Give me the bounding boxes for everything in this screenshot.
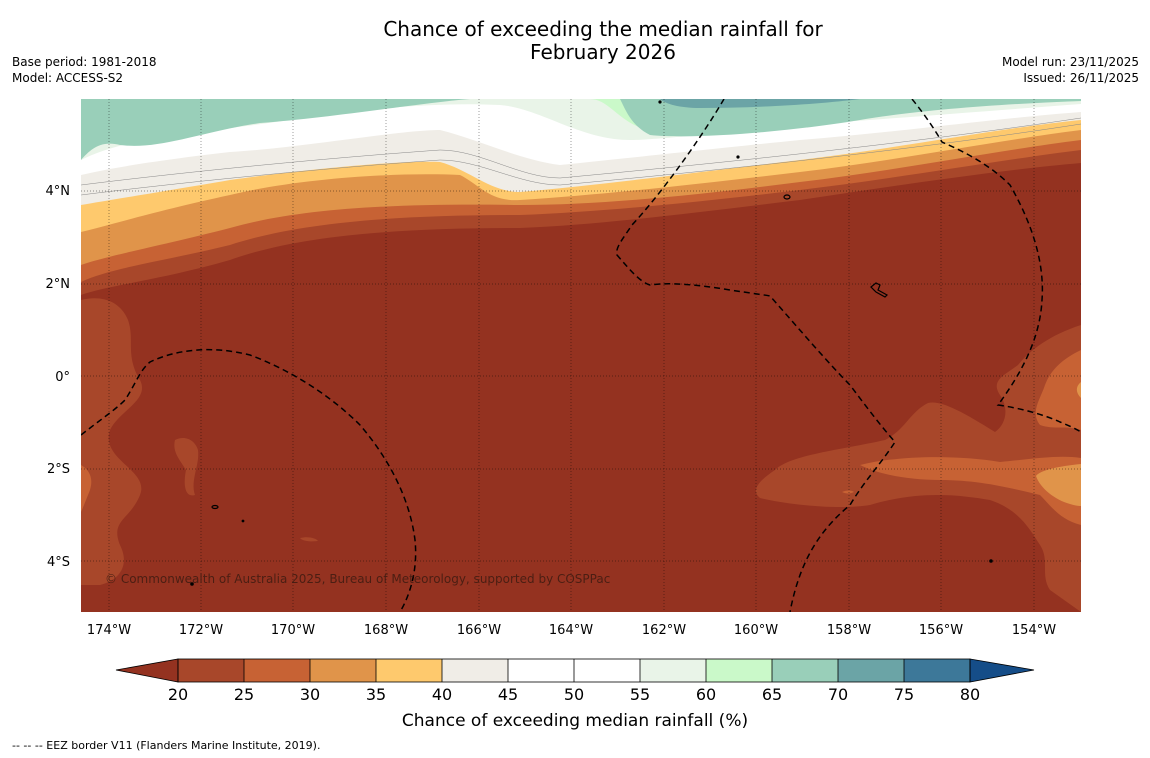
zone-25-30-east-c [842,490,854,494]
zone-30-35-east [1036,464,1081,506]
lon-label: 154°W [1012,623,1056,638]
colorbar-swatch [442,659,508,682]
island-b [870,282,888,298]
eez-border-east [911,99,1081,433]
lon-label: 172°W [179,623,223,638]
lon-label: 170°W [271,623,315,638]
eez-borders [81,99,1081,612]
lat-label: 4°N [46,184,71,199]
colorbar-swatch [574,659,640,682]
colorbar-tick-label: 25 [234,685,254,704]
colorbar-tick-label: 30 [300,685,320,704]
colorbar-swatch [178,659,244,682]
colorbar-swatch [838,659,904,682]
colorbar-swatch [508,659,574,682]
zone-25-30-east-b [860,456,1081,525]
lat-label: 2°N [46,277,71,292]
lon-label: 162°W [642,623,686,638]
eez-border-central [615,99,896,612]
copyright-notice: © Commonwealth of Australia 2025, Bureau… [105,572,610,586]
island-a [783,194,791,200]
colorbar: 20 25 30 35 40 45 50 55 60 65 70 75 80 C… [115,658,1035,731]
colorbar-tick-label: 20 [168,685,188,704]
issued-date: Issued: 26/11/2025 [1023,71,1139,85]
island-h [241,519,245,523]
zone-65-70-north-east [620,99,1081,137]
zone-30-35-east-b [1076,382,1081,398]
zone-25-30-west [81,465,92,512]
colorbar-swatch [904,659,970,682]
island-g [736,155,740,159]
meta-right: Model run: 23/11/2025 Issued: 26/11/2025 [1002,54,1139,86]
colorbar-tick-label: 70 [828,685,848,704]
lat-label: 2°S [47,462,70,477]
colorbar-tick-label: 60 [696,685,716,704]
colorbar-tick-label: 65 [762,685,782,704]
lat-label: 4°S [47,555,70,570]
colorbar-arrow-high [969,658,1035,683]
title-line-1: Chance of exceeding the median rainfall … [383,17,823,41]
model-run: Model run: 23/11/2025 [1001,55,1139,69]
island-c [211,504,219,510]
colorbar-swatch [706,659,772,682]
eez-border-west [81,348,417,612]
colorbar-arrow-low [115,658,179,683]
lon-label: 156°W [919,623,963,638]
meta-left: Base period: 1981-2018 Model: ACCESS-S2 [12,54,157,86]
islands [190,100,993,586]
map-panel: © Commonwealth of Australia 2025, Bureau… [81,99,1081,612]
contour-lines-white-band [81,117,1081,196]
lon-label: 174°W [87,623,131,638]
zone-20-25-islet [174,438,199,496]
lon-label: 158°W [827,623,871,638]
island-d [190,582,194,586]
island-e [989,559,993,563]
longitude-labels: 174°W 172°W 170°W 168°W 166°W 164°W 162°… [87,623,1056,638]
zone-20-25-west [81,298,143,585]
eez-legend-note: -- -- -- EEZ border V11 (Flanders Marine… [12,739,321,752]
title-line-2: February 2026 [530,40,676,64]
colorbar-swatch [376,659,442,682]
colorbar-swatch [310,659,376,682]
zone-65-70-north [81,99,470,160]
colorbar-outline [177,658,971,683]
lon-label: 168°W [364,623,408,638]
lat-label: 0° [55,370,70,385]
colorbar-tick-label: 50 [564,685,584,704]
zone-20-25-small [300,537,318,542]
zone-25-30-east-a [1035,350,1081,430]
colorbar-swatch [772,659,838,682]
island-f [658,100,662,104]
colorbar-tick-label: 35 [366,685,386,704]
colorbar-tick-label: 55 [630,685,650,704]
zone-70-75-north [660,99,860,108]
colorbar-ticks: 20 25 30 35 40 45 50 55 60 65 70 75 80 [168,685,980,704]
colorbar-tick-label: 45 [498,685,518,704]
latitude-labels: 4°N 2°N 0° 2°S 4°S [46,184,71,570]
model-name: Model: ACCESS-S2 [12,71,124,85]
colorbar-swatch [244,659,310,682]
colorbar-tick-label: 80 [960,685,980,704]
lon-label: 166°W [457,623,501,638]
colorbar-swatch [640,659,706,682]
lon-label: 160°W [734,623,778,638]
chart-title: Chance of exceeding the median rainfall … [0,18,1150,64]
lon-label: 164°W [549,623,593,638]
colorbar-label: Chance of exceeding median rainfall (%) [402,711,748,731]
colorbar-tick-label: 75 [894,685,914,704]
colorbar-tick-label: 40 [432,685,452,704]
base-period: Base period: 1981-2018 [12,55,157,69]
